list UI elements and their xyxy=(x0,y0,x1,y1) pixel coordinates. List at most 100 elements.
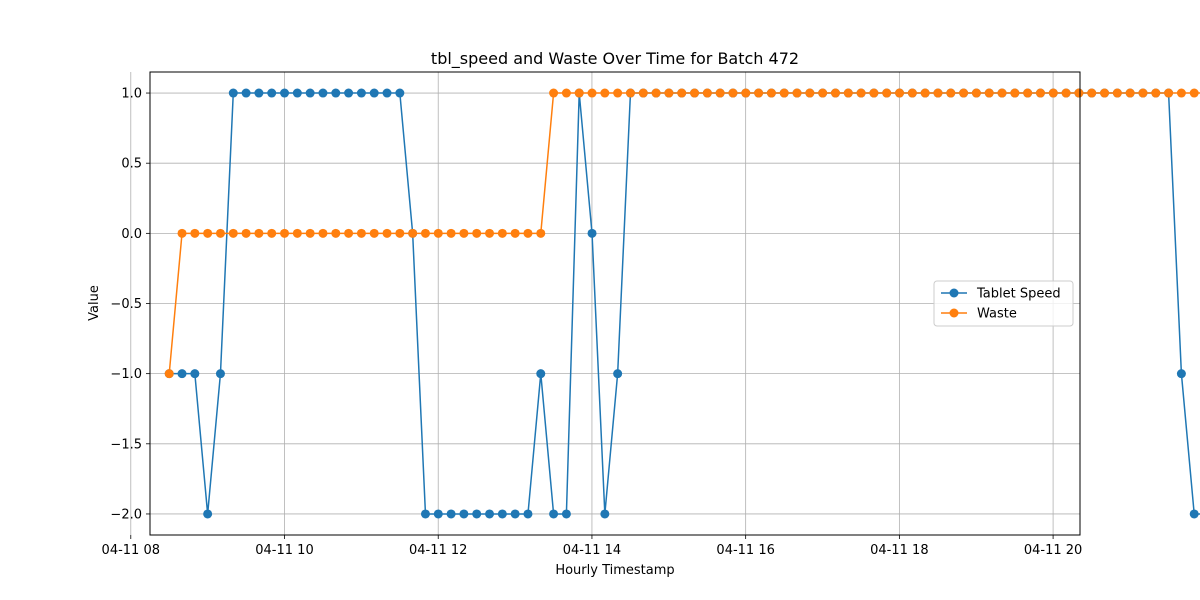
data-point xyxy=(1023,88,1033,98)
y-tick-label: 0.0 xyxy=(121,227,142,242)
y-tick-label: −0.5 xyxy=(110,297,142,312)
data-point xyxy=(959,88,969,98)
data-point xyxy=(984,88,994,98)
legend-box xyxy=(933,280,1074,327)
series-layer xyxy=(164,88,1200,519)
data-point xyxy=(254,88,264,98)
data-point xyxy=(395,228,405,238)
data-point xyxy=(1164,88,1174,98)
data-point xyxy=(433,228,443,238)
data-point xyxy=(382,228,392,238)
data-point xyxy=(1048,88,1058,98)
data-point xyxy=(1112,88,1122,98)
data-point xyxy=(228,228,238,238)
legend: Tablet Speed Waste xyxy=(933,280,1074,327)
data-point xyxy=(241,88,251,98)
y-tick-label: −1.5 xyxy=(110,437,142,452)
data-point xyxy=(895,88,905,98)
data-point xyxy=(741,88,751,98)
data-point xyxy=(600,88,610,98)
data-point xyxy=(267,88,277,98)
data-point xyxy=(164,369,174,379)
x-axis-label: Hourly Timestamp xyxy=(555,563,674,578)
data-point xyxy=(203,509,213,519)
data-point xyxy=(920,88,930,98)
data-point xyxy=(536,369,546,379)
data-point xyxy=(549,88,559,98)
data-point xyxy=(305,228,315,238)
data-point xyxy=(1138,88,1148,98)
data-point xyxy=(1189,509,1199,519)
x-axis: 04-11 08 04-11 10 04-11 12 04-11 14 04-11 16… xyxy=(102,535,1082,558)
data-point xyxy=(702,88,712,98)
y-tick-label: 1.0 xyxy=(121,87,142,102)
data-point xyxy=(177,228,187,238)
data-point xyxy=(613,88,623,98)
data-point xyxy=(420,509,430,519)
data-point xyxy=(267,228,277,238)
data-point xyxy=(625,88,635,98)
data-point xyxy=(549,509,559,519)
data-point xyxy=(472,228,482,238)
data-point xyxy=(805,88,815,98)
data-point xyxy=(600,509,610,519)
data-point xyxy=(254,228,264,238)
data-point xyxy=(280,228,290,238)
data-point xyxy=(228,88,238,98)
data-point xyxy=(1087,88,1097,98)
data-point xyxy=(446,509,456,519)
data-point xyxy=(1189,88,1199,98)
data-point xyxy=(1176,369,1186,379)
data-point xyxy=(1010,88,1020,98)
data-point xyxy=(369,228,379,238)
data-point xyxy=(651,88,661,98)
x-tick-label: 04-11 12 xyxy=(409,543,467,558)
legend-label: Tablet Speed xyxy=(976,287,1061,302)
data-point xyxy=(331,88,341,98)
legend-marker xyxy=(949,288,959,298)
data-point xyxy=(292,228,302,238)
data-point xyxy=(523,228,533,238)
data-point xyxy=(638,88,648,98)
data-point xyxy=(843,88,853,98)
data-point xyxy=(882,88,892,98)
data-point xyxy=(561,88,571,98)
data-point xyxy=(395,88,405,98)
chart-title: tbl_speed and Waste Over Time for Batch … xyxy=(431,49,799,69)
data-point xyxy=(215,369,225,379)
data-point xyxy=(356,228,366,238)
data-point xyxy=(536,228,546,238)
legend-label: Waste xyxy=(977,307,1017,322)
y-tick-label: 0.5 xyxy=(121,157,142,172)
data-point xyxy=(241,228,251,238)
data-point xyxy=(818,88,828,98)
data-point xyxy=(344,228,354,238)
data-point xyxy=(587,228,597,238)
y-axis: 1.0 0.5 0.0 −0.5 −1.0 −1.5 −2.0 xyxy=(110,87,150,522)
data-point xyxy=(869,88,879,98)
data-point xyxy=(318,88,328,98)
data-point xyxy=(946,88,956,98)
data-point xyxy=(280,88,290,98)
data-point xyxy=(433,509,443,519)
data-point xyxy=(408,228,418,238)
data-point xyxy=(830,88,840,98)
y-axis-label: Value xyxy=(87,285,102,321)
data-point xyxy=(856,88,866,98)
x-tick-label: 04-11 14 xyxy=(563,543,621,558)
data-point xyxy=(331,228,341,238)
data-point xyxy=(485,228,495,238)
data-point xyxy=(728,88,738,98)
data-point xyxy=(907,88,917,98)
data-point xyxy=(472,509,482,519)
y-tick-label: −2.0 xyxy=(110,507,142,522)
data-point xyxy=(574,88,584,98)
data-point xyxy=(613,369,623,379)
data-point xyxy=(215,228,225,238)
data-point xyxy=(1151,88,1161,98)
data-point xyxy=(1125,88,1135,98)
data-point xyxy=(523,509,533,519)
data-point xyxy=(715,88,725,98)
data-point xyxy=(305,88,315,98)
